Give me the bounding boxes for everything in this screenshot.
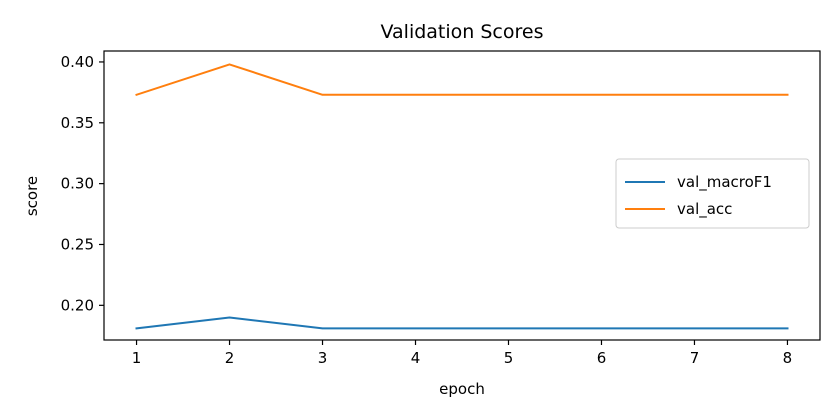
plot-frame [103,50,821,341]
chart-title: Validation Scores [381,21,544,43]
x-tick-label: 8 [783,349,793,367]
legend: val_macroF1 val_acc [615,158,810,229]
y-tick-label: 0.20 [61,296,94,314]
x-tick-label: 7 [690,349,700,367]
y-tick-label: 0.30 [61,175,94,193]
x-tick-label: 6 [597,349,607,367]
x-tick-label: 3 [318,349,328,367]
x-tick-label: 5 [504,349,514,367]
legend-box [615,158,810,229]
y-axis: 0.20 0.25 0.30 0.35 0.40 [61,53,104,314]
legend-label: val_macroF1 [677,173,772,192]
series-layer [135,63,789,330]
x-axis: 1 2 3 4 5 6 7 8 [132,340,792,367]
y-axis-label: score [23,176,41,216]
series-line-val-acc [135,63,789,97]
x-axis-label: epoch [439,380,485,398]
series-line-val-macrof1 [135,316,789,330]
y-tick-label: 0.25 [61,235,94,253]
legend-label: val_acc [677,200,732,219]
x-tick-label: 4 [411,349,421,367]
x-tick-label: 1 [132,349,142,367]
y-tick-label: 0.40 [61,53,94,71]
y-tick-label: 0.35 [61,114,94,132]
x-tick-label: 2 [225,349,235,367]
